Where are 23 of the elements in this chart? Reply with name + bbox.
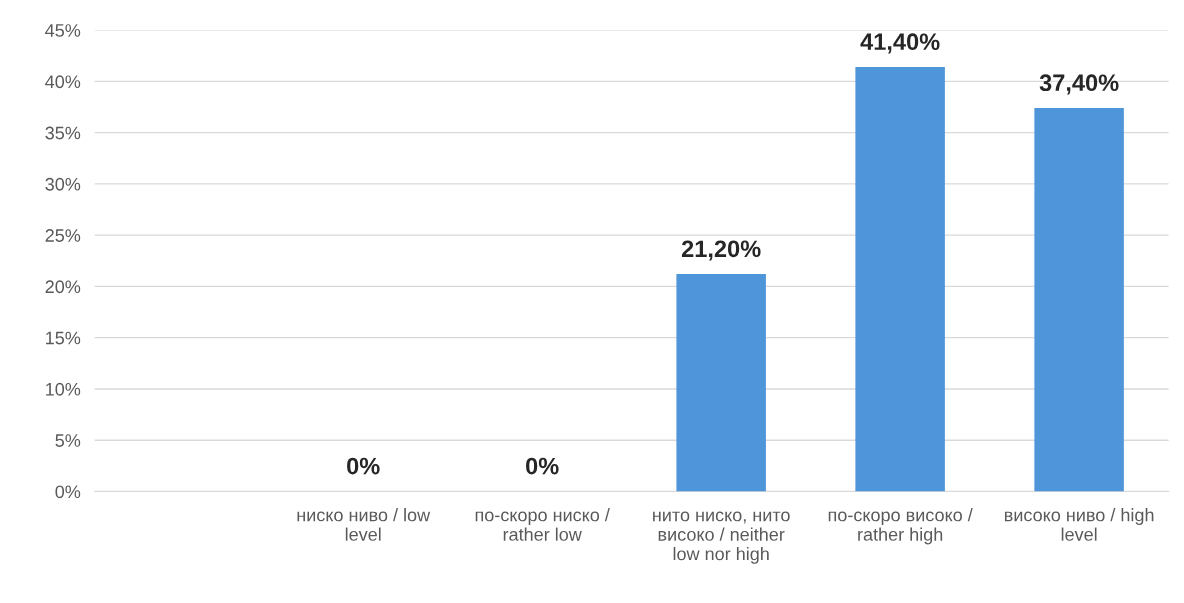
x-tick-label: нито ниско, нито високо / neither low nor high [653, 511, 790, 564]
bar [855, 67, 945, 492]
y-tick-label: 20% [45, 280, 81, 294]
y-tick-label: 5% [55, 434, 81, 447]
y-tick-label: 25% [45, 229, 81, 242]
y-tick-label: 10% [46, 382, 81, 396]
y-tick-label: 15% [46, 331, 81, 345]
y-tick-label: 30% [45, 177, 81, 191]
x-tick-label: по-скоро ниско / rather low [475, 508, 610, 541]
y-tick-label: 40% [45, 75, 81, 89]
y-tick-label: 45% [45, 24, 81, 37]
data-label: 41,40% [860, 33, 940, 54]
y-tick-label: 35% [45, 126, 81, 140]
x-tick-label: високо ниво / high level [1004, 508, 1154, 541]
x-tick-label: ниско ниво / low level [297, 508, 431, 541]
y-tick-label: 0% [55, 485, 81, 499]
data-label: 0% [347, 457, 380, 475]
bar [1034, 108, 1124, 492]
bar [676, 274, 766, 492]
x-tick-label: по-скоро високо / rather high [828, 508, 973, 545]
data-label: 0% [526, 457, 559, 475]
data-label: 37,40% [1039, 74, 1119, 95]
data-label: 21,20% [681, 240, 761, 261]
